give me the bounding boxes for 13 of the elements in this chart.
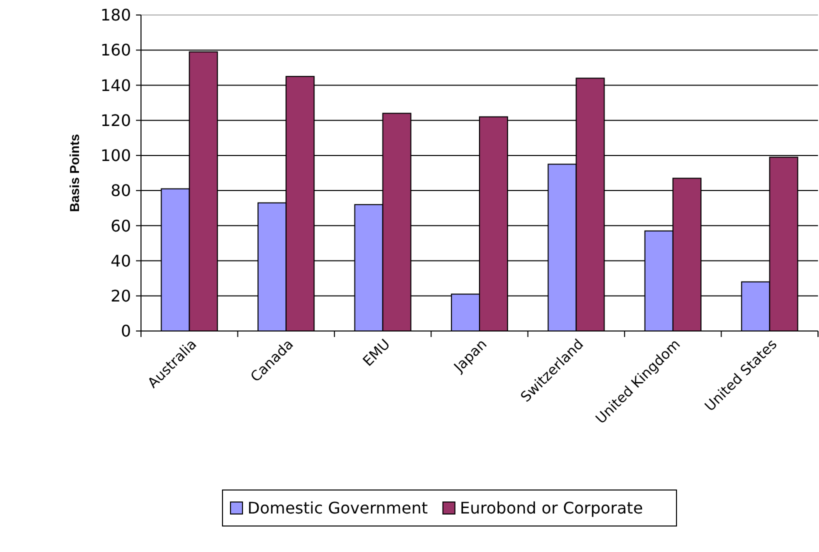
y-tick-label: 80 xyxy=(110,181,131,200)
y-tick-label: 120 xyxy=(100,110,131,130)
legend-label: Domestic Government xyxy=(248,498,428,518)
y-axis-title: Basis Points xyxy=(67,134,82,212)
y-tick-label: 40 xyxy=(110,251,131,270)
legend-label: Eurobond or Corporate xyxy=(460,498,643,518)
y-tick-label: 0 xyxy=(120,322,131,341)
y-tick-label: 100 xyxy=(100,146,131,166)
y-tick-label: 20 xyxy=(110,286,131,306)
y-tick-label: 180 xyxy=(100,6,131,25)
y-tick-label: 160 xyxy=(100,40,131,60)
y-tick-label: 140 xyxy=(100,76,131,95)
y-tick-label: 60 xyxy=(110,216,131,236)
